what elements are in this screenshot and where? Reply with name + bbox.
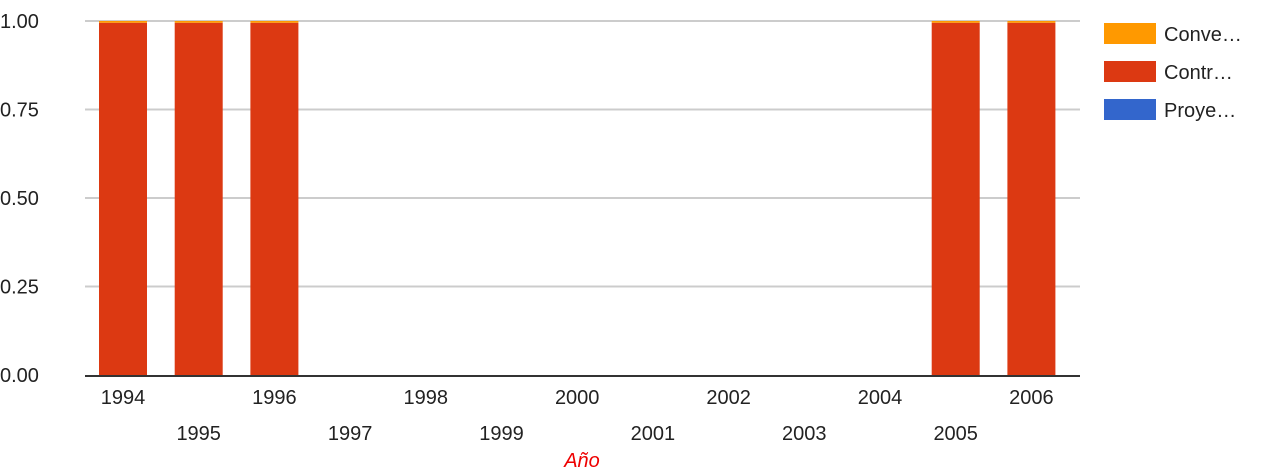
x-tick-label: 1994 (101, 387, 146, 409)
bars (99, 21, 1056, 376)
legend-label: Conve… (1164, 24, 1242, 46)
bar-segment (250, 22, 299, 376)
bar-segment (174, 22, 223, 376)
y-tick-label: 1.00 (0, 11, 39, 33)
x-axis-ticks: 1994 1995 1996 1997 1998 1999 2000 2001 2002 2003… (101, 387, 1054, 445)
bar-segment (99, 21, 147, 23)
x-tick-label: 2004 (858, 387, 903, 409)
x-tick-label: 2006 (1009, 387, 1054, 409)
x-tick-label: 1995 (176, 423, 221, 445)
y-tick-label: 0.00 (0, 365, 39, 387)
x-tick-label: 1997 (328, 423, 373, 445)
x-tick-label: 1998 (404, 387, 449, 409)
x-tick-label: 2001 (631, 423, 676, 445)
bar-segment (99, 22, 147, 376)
legend-swatch (1104, 99, 1156, 120)
gridlines (85, 20, 1080, 288)
x-tick-label: 1999 (479, 423, 524, 445)
x-tick-label: 2005 (933, 423, 978, 445)
bar-segment (1007, 21, 1056, 23)
legend-swatch (1104, 61, 1156, 82)
y-axis-ticks: 0.00 0.25 0.50 0.75 1.00 (0, 11, 39, 387)
x-tick-label: 2002 (706, 387, 751, 409)
x-tick-label: 1996 (252, 387, 297, 409)
legend-swatch (1104, 23, 1156, 44)
bar-segment (931, 22, 980, 376)
legend: Conve… Contr… Proye… (1104, 23, 1242, 122)
bar-segment (174, 21, 223, 23)
x-tick-label: 2003 (782, 423, 827, 445)
y-tick-label: 0.25 (0, 277, 39, 299)
x-axis-title: Año (563, 450, 600, 472)
bar-segment (250, 21, 299, 23)
legend-label: Proye… (1164, 100, 1236, 122)
y-tick-label: 0.75 (0, 100, 39, 122)
bar-segment (931, 21, 980, 23)
legend-label: Contr… (1164, 62, 1233, 84)
bar-segment (1007, 22, 1056, 376)
y-tick-label: 0.50 (0, 188, 39, 210)
x-tick-label: 2000 (555, 387, 600, 409)
